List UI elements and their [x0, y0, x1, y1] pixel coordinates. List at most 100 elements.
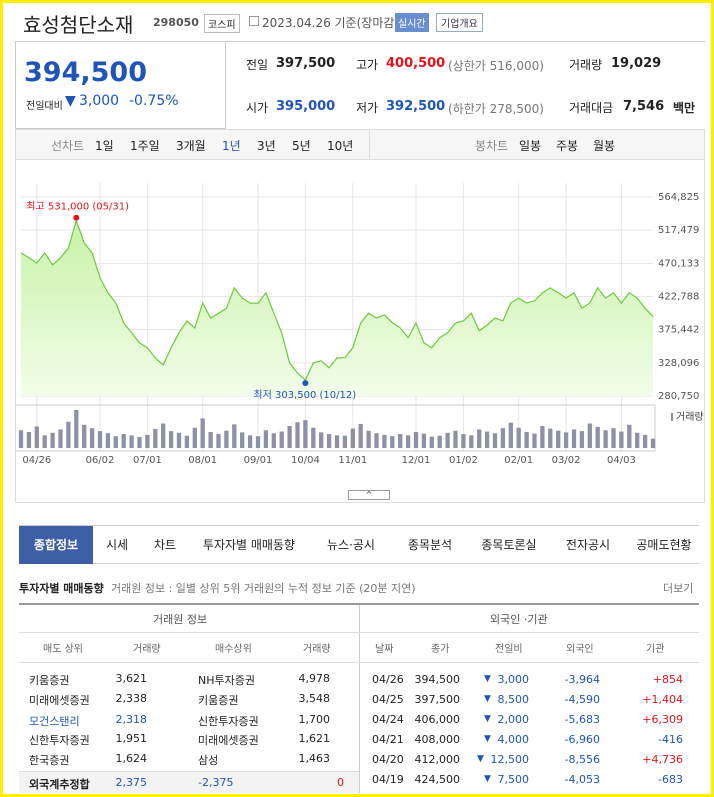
quote-unit: 백만	[673, 101, 696, 115]
total-cell: -2,375	[198, 776, 234, 789]
volume-bar	[311, 427, 316, 448]
volume-bar	[548, 428, 553, 448]
volume-bar	[34, 426, 39, 448]
x-tick-label: 12/01	[402, 455, 431, 466]
tab[interactable]: 전자공시	[565, 538, 611, 552]
quote-label: 저가	[356, 101, 379, 115]
quote-sub: (하한가 278,500)	[448, 102, 544, 116]
foreign-cell: -4,053	[564, 773, 600, 786]
foreign-cell: 3,000	[497, 673, 530, 686]
volume-bar	[500, 428, 506, 448]
tab[interactable]: 공매도현황	[636, 538, 692, 552]
volume-bar	[556, 430, 561, 448]
period-button[interactable]: 1년	[222, 139, 241, 153]
market-badge: 코스피	[204, 14, 240, 33]
collapse-button[interactable]: ^	[348, 490, 390, 500]
down-arrow: ▼	[484, 694, 491, 704]
period-label: 선차트	[51, 139, 85, 153]
period-button[interactable]: 3개월	[176, 139, 206, 153]
volume-bar	[461, 434, 466, 448]
volume-bar	[398, 434, 403, 448]
foreign-cell: 04/20	[372, 753, 404, 766]
volume-bar	[595, 426, 600, 448]
tab[interactable]: 종합정보	[19, 526, 93, 564]
foreign-cell: 8,500	[497, 693, 530, 706]
volume-bar	[89, 428, 95, 448]
broker-cell: 1,951	[115, 732, 148, 745]
volume-bar	[287, 426, 292, 448]
broker-cell: 신한투자증권	[29, 734, 90, 747]
period-label: 봉차트	[475, 139, 509, 153]
period-button[interactable]: 1주일	[130, 139, 160, 153]
divider	[15, 41, 705, 42]
divider	[359, 605, 360, 793]
low-label: 최저 303,500 (10/12)	[253, 389, 356, 401]
column-header: 매수상위	[215, 644, 252, 655]
volume-bar	[66, 421, 71, 448]
column-header: 기관	[646, 644, 665, 655]
volume-bar	[42, 435, 47, 448]
change-arrow: ▼	[65, 93, 76, 109]
tab[interactable]: 차트	[153, 538, 177, 552]
company-button[interactable]: 기업개요	[436, 13, 483, 32]
column-header: 외국인	[566, 644, 594, 655]
volume-bar	[326, 434, 332, 448]
foreign-cell: +854	[652, 673, 683, 686]
tab[interactable]: 종목토론실	[481, 538, 537, 552]
volume-bar	[627, 424, 632, 448]
tab[interactable]: 뉴스·공시	[327, 538, 375, 552]
x-tick-label: 09/01	[244, 455, 273, 466]
foreign-cell: -8,556	[564, 753, 600, 766]
foreign-cell: 2,000	[497, 713, 530, 726]
down-arrow: ▼	[484, 774, 491, 784]
period-button[interactable]: 10년	[327, 139, 354, 153]
tab[interactable]: 종목분석	[407, 538, 453, 552]
foreign-cell: 4,000	[497, 733, 530, 746]
volume-bar	[453, 430, 458, 448]
broker-cell: 삼성	[198, 754, 219, 767]
y-tick-label: 375,442	[658, 325, 699, 336]
tab[interactable]: 시세	[105, 538, 129, 552]
quote-value: 400,500	[386, 56, 446, 71]
volume-bar	[216, 434, 221, 448]
x-tick-label: 04/26	[22, 455, 51, 466]
candle-button[interactable]: 주봉	[556, 139, 579, 153]
volume-bar	[208, 431, 213, 448]
period-button[interactable]: 3년	[257, 139, 276, 153]
broker-cell: 3,621	[115, 672, 148, 685]
more-link[interactable]: 더보기	[663, 582, 694, 595]
x-tick-label: 04/03	[607, 455, 636, 466]
foreign-cell: +1,404	[642, 693, 683, 706]
foreign-cell: 397,500	[414, 693, 461, 706]
quote-value: 7,546	[623, 99, 665, 114]
foreign-cell: 394,500	[414, 673, 461, 686]
total-row	[19, 771, 359, 793]
volume-bar	[635, 432, 640, 448]
period-button[interactable]: 1일	[95, 139, 114, 153]
broker-cell: 1,463	[298, 752, 331, 765]
realtime-button[interactable]: 실시간	[395, 13, 429, 32]
x-tick-label: 03/02	[552, 455, 581, 466]
broker-cell: 3,548	[298, 692, 331, 705]
high-marker	[73, 214, 80, 221]
volume-bar	[129, 435, 134, 448]
x-tick-label: 11/01	[338, 455, 367, 466]
foreign-cell: -5,683	[564, 713, 600, 726]
quote-value: 392,500	[386, 99, 446, 114]
period-button[interactable]: 5년	[292, 139, 311, 153]
chart-box	[15, 160, 705, 503]
candle-button[interactable]: 일봉	[519, 139, 542, 153]
candle-button[interactable]: 월봉	[593, 139, 616, 153]
tab[interactable]: 투자자별 매매동향	[202, 538, 296, 552]
chart: 280,750 328,096 375,442 422,788 470,133 517,4…	[15, 183, 704, 466]
foreign-cell: 408,000	[414, 733, 461, 746]
quote-label: 거래대금	[569, 101, 614, 115]
section-title: 투자자별 매매동향	[19, 582, 104, 595]
volume-bar	[50, 432, 55, 448]
broker-cell: 미래에셋증권	[198, 734, 259, 747]
column-header: 날짜	[375, 644, 394, 655]
volume-bar	[516, 427, 521, 448]
volume-bar	[421, 433, 427, 448]
volume-bar	[121, 434, 126, 448]
volume-bar	[437, 435, 442, 448]
